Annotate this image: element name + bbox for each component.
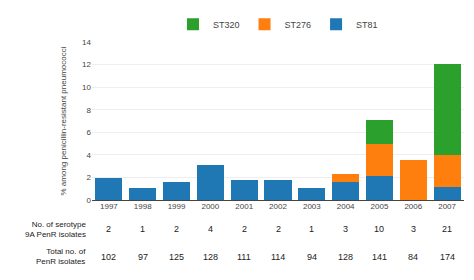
svg-text:111: 111 [237, 252, 251, 262]
svg-text:1: 1 [140, 224, 145, 234]
svg-text:0: 0 [87, 196, 92, 205]
svg-text:4: 4 [208, 224, 213, 234]
svg-text:84: 84 [408, 252, 418, 262]
svg-text:102: 102 [101, 252, 116, 262]
svg-text:2: 2 [106, 224, 111, 234]
svg-text:3: 3 [343, 224, 348, 234]
svg-text:128: 128 [338, 252, 353, 262]
svg-text:2000: 2000 [201, 202, 219, 211]
svg-text:114: 114 [271, 252, 285, 262]
svg-text:3: 3 [411, 224, 416, 234]
svg-text:ST276: ST276 [285, 20, 312, 30]
svg-text:2003: 2003 [303, 202, 321, 211]
svg-text:1999: 1999 [168, 202, 186, 211]
svg-text:94: 94 [307, 252, 317, 262]
svg-text:8: 8 [87, 106, 92, 115]
svg-text:ST81: ST81 [356, 20, 378, 30]
svg-text:2004: 2004 [337, 202, 355, 211]
svg-text:21: 21 [442, 224, 452, 234]
svg-text:ST320: ST320 [213, 20, 240, 30]
svg-text:2005: 2005 [371, 202, 389, 211]
svg-text:1998: 1998 [134, 202, 152, 211]
svg-text:12: 12 [82, 60, 91, 69]
svg-text:% among penicillin-resistant p: % among penicillin-resistant pneumococci [59, 46, 68, 195]
svg-text:2: 2 [242, 224, 247, 234]
svg-text:128: 128 [203, 252, 218, 262]
svg-text:2007: 2007 [438, 202, 456, 211]
svg-text:2001: 2001 [235, 202, 253, 211]
svg-text:2006: 2006 [404, 202, 422, 211]
svg-text:6: 6 [87, 128, 92, 137]
svg-text:2: 2 [87, 173, 92, 182]
svg-text:4: 4 [87, 151, 92, 160]
svg-text:2002: 2002 [269, 202, 287, 211]
svg-text:2: 2 [174, 224, 179, 234]
svg-text:2: 2 [276, 224, 281, 234]
svg-text:125: 125 [169, 252, 184, 262]
svg-text:10: 10 [374, 224, 384, 234]
svg-text:97: 97 [138, 252, 148, 262]
svg-text:Total no. ofPenR isolates: Total no. ofPenR isolates [36, 247, 86, 266]
svg-text:174: 174 [440, 252, 455, 262]
svg-text:10: 10 [82, 83, 91, 92]
svg-text:141: 141 [372, 252, 387, 262]
svg-text:No. of serotype9A PenR isolate: No. of serotype9A PenR isolates [25, 220, 86, 239]
svg-text:1: 1 [309, 224, 314, 234]
svg-text:14: 14 [82, 38, 91, 47]
svg-text:1997: 1997 [100, 202, 118, 211]
